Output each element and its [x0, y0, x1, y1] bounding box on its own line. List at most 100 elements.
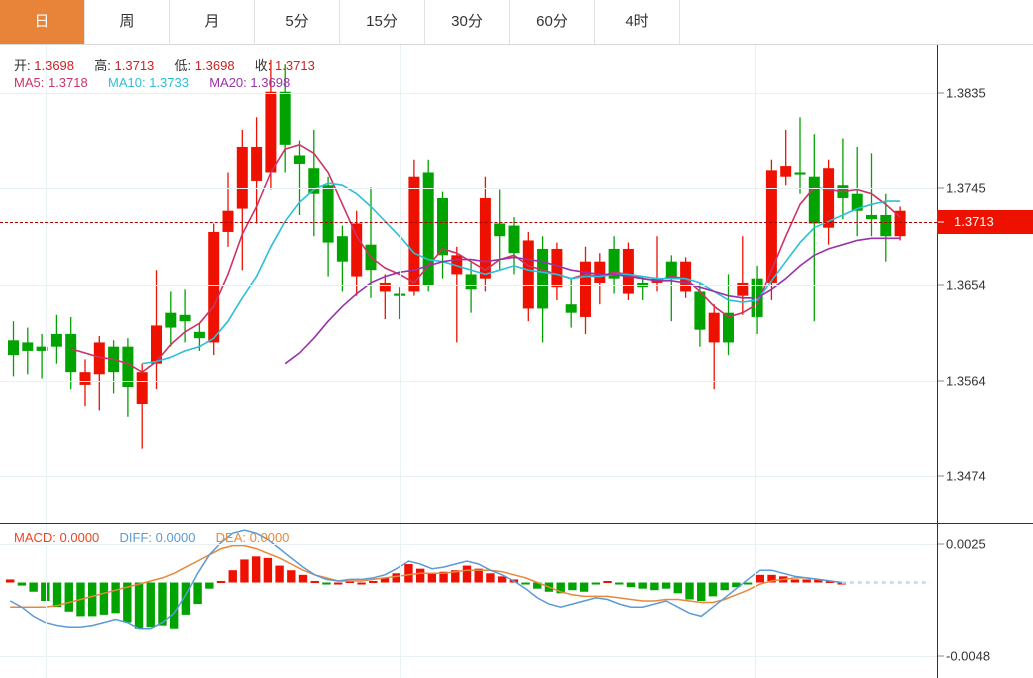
candle [408, 159, 420, 296]
macd-histogram-bar [556, 582, 565, 594]
macd-histogram-bar [333, 582, 343, 585]
macd-histogram-bar [427, 573, 437, 583]
candle [622, 242, 634, 300]
candle [551, 242, 563, 300]
price-tick-label: 1.3474 [946, 468, 986, 484]
macd-histogram-bar [720, 582, 729, 591]
macd-histogram-bar [767, 574, 776, 583]
macd-histogram-bar [181, 582, 191, 615]
candle [22, 327, 34, 375]
macd-tick-label: 0.0025 [946, 536, 986, 552]
candle [279, 64, 291, 173]
tab-2[interactable]: 月 [170, 0, 255, 44]
macd-histogram-bar [216, 580, 226, 583]
macd-gridline [0, 544, 937, 546]
ma10-line [142, 182, 901, 365]
candle [108, 340, 120, 394]
tab-3[interactable]: 5分 [255, 0, 340, 44]
macd-histogram-bar [322, 582, 331, 585]
macd-histogram-bar [743, 582, 753, 585]
candle [737, 236, 749, 315]
macd-histogram-bar [240, 559, 249, 583]
macd-histogram-bar [708, 582, 718, 597]
macd-label: MACD: [14, 530, 56, 545]
macd-histogram-bar [415, 568, 425, 583]
candle [522, 231, 534, 322]
price-plot-area[interactable] [0, 45, 937, 523]
ma20-line [284, 237, 901, 365]
candle [665, 255, 677, 322]
high-value: 1.3713 [114, 58, 155, 73]
price-tick-mark [938, 380, 944, 382]
tab-0[interactable]: 日 [0, 0, 85, 44]
macd-tick-label: -0.0048 [946, 648, 991, 664]
macd-value: 0.0000 [59, 530, 100, 545]
macd-histogram-bar [205, 582, 214, 589]
candle [93, 336, 105, 411]
low-label: 低: [174, 58, 192, 73]
macd-histogram-bar [111, 582, 120, 614]
dea-value: 0.0000 [249, 530, 290, 545]
macd-histogram-bar [380, 577, 390, 583]
macd-histogram-bar [825, 580, 835, 583]
open-value: 1.3698 [34, 58, 75, 73]
macd-axis: 0.0025 -0.0048 [937, 524, 1033, 678]
candle [494, 189, 506, 271]
price-axis: 1.3835 1.3745 1.3654 1.3564 1.3474 [937, 45, 1033, 523]
ma20-value: 1.3698 [250, 75, 291, 90]
macd-histogram-bar [146, 582, 155, 628]
ma5-label: MA5: [14, 75, 45, 90]
macd-histogram-bar [650, 582, 659, 591]
candlestick-svg [8, 59, 906, 449]
macd-histogram-bar [392, 573, 401, 583]
candle [8, 321, 19, 377]
diff-value: 0.0000 [155, 530, 196, 545]
macd-histogram-bar [685, 582, 694, 600]
price-gridline [0, 476, 937, 478]
candle [580, 246, 591, 334]
macd-histogram-bar [29, 582, 38, 592]
macd-histogram-bar [451, 570, 460, 583]
candle [65, 316, 77, 390]
macd-histogram-bar [123, 582, 132, 623]
close-value: 1.3713 [275, 58, 315, 73]
last-price-line [0, 222, 937, 224]
candle [136, 363, 148, 449]
candle [308, 129, 320, 237]
macd-vertical-gridline [46, 524, 47, 678]
macd-histogram-bar [369, 580, 378, 583]
macd-histogram-bar [732, 582, 741, 588]
tab-1[interactable]: 周 [85, 0, 170, 44]
macd-histogram-bar [64, 582, 73, 612]
candle [780, 129, 792, 186]
macd-histogram-bar [486, 573, 495, 583]
candle [151, 270, 162, 390]
tab-4[interactable]: 15分 [340, 0, 425, 44]
candle [79, 359, 91, 407]
price-vertical-gridline [755, 45, 756, 523]
high-label: 高: [94, 58, 111, 73]
price-gridline [0, 188, 937, 190]
tab-7[interactable]: 4时 [595, 0, 680, 44]
macd-plot-area[interactable] [0, 524, 937, 678]
candle [222, 172, 234, 247]
macd-histogram-bar [357, 582, 366, 585]
candle [50, 314, 62, 364]
price-gridline [0, 92, 937, 94]
candle [479, 176, 491, 292]
diff-line [9, 529, 842, 630]
moving-average-legend: MA5: 1.3718 MA10: 1.3733 MA20: 1.3698 [14, 75, 290, 90]
candle [765, 159, 777, 300]
price-vertical-gridline [46, 45, 47, 523]
current-price-tick-mark [938, 221, 944, 223]
candle [537, 236, 549, 343]
price-tick-mark [938, 92, 944, 94]
dea-label: DEA: [215, 530, 247, 545]
macd-histogram-bar [474, 568, 483, 583]
candle [379, 274, 391, 320]
tab-6[interactable]: 60分 [510, 0, 595, 44]
tab-5[interactable]: 30分 [425, 0, 510, 44]
macd-svg [6, 529, 930, 630]
ma10-value: 1.3733 [149, 75, 189, 90]
